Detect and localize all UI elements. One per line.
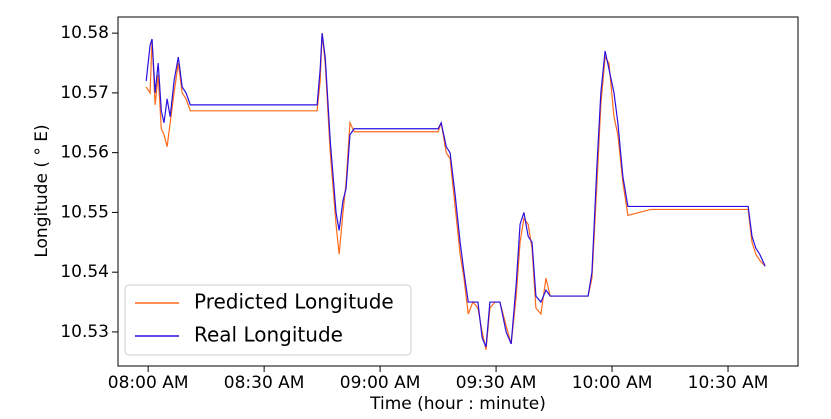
x-tick-label: 09:00 AM: [340, 373, 421, 393]
x-tick-label: 08:00 AM: [108, 373, 189, 393]
plot-frame: [117, 16, 799, 367]
y-tick-label: 10.57: [60, 83, 109, 103]
legend-label: Predicted Longitude: [194, 290, 394, 314]
x-tick-label: 09:30 AM: [456, 373, 537, 393]
y-tick-label: 10.55: [60, 202, 109, 222]
y-tick-label: 10.56: [60, 143, 109, 163]
legend-label: Real Longitude: [194, 323, 343, 347]
x-axis-label: Time (hour : minute): [369, 394, 546, 414]
y-tick-label: 10.54: [60, 262, 109, 282]
y-axis-label: Longitude ( ° E): [32, 124, 52, 257]
x-tick-label: 10:30 AM: [688, 373, 769, 393]
x-tick-label: 08:30 AM: [224, 373, 305, 393]
y-tick-label: 10.53: [60, 322, 109, 342]
legend-box: [124, 284, 412, 356]
x-tick-label: 10:00 AM: [572, 373, 653, 393]
data-line: [145, 33, 766, 348]
y-tick-label: 10.58: [60, 23, 109, 43]
